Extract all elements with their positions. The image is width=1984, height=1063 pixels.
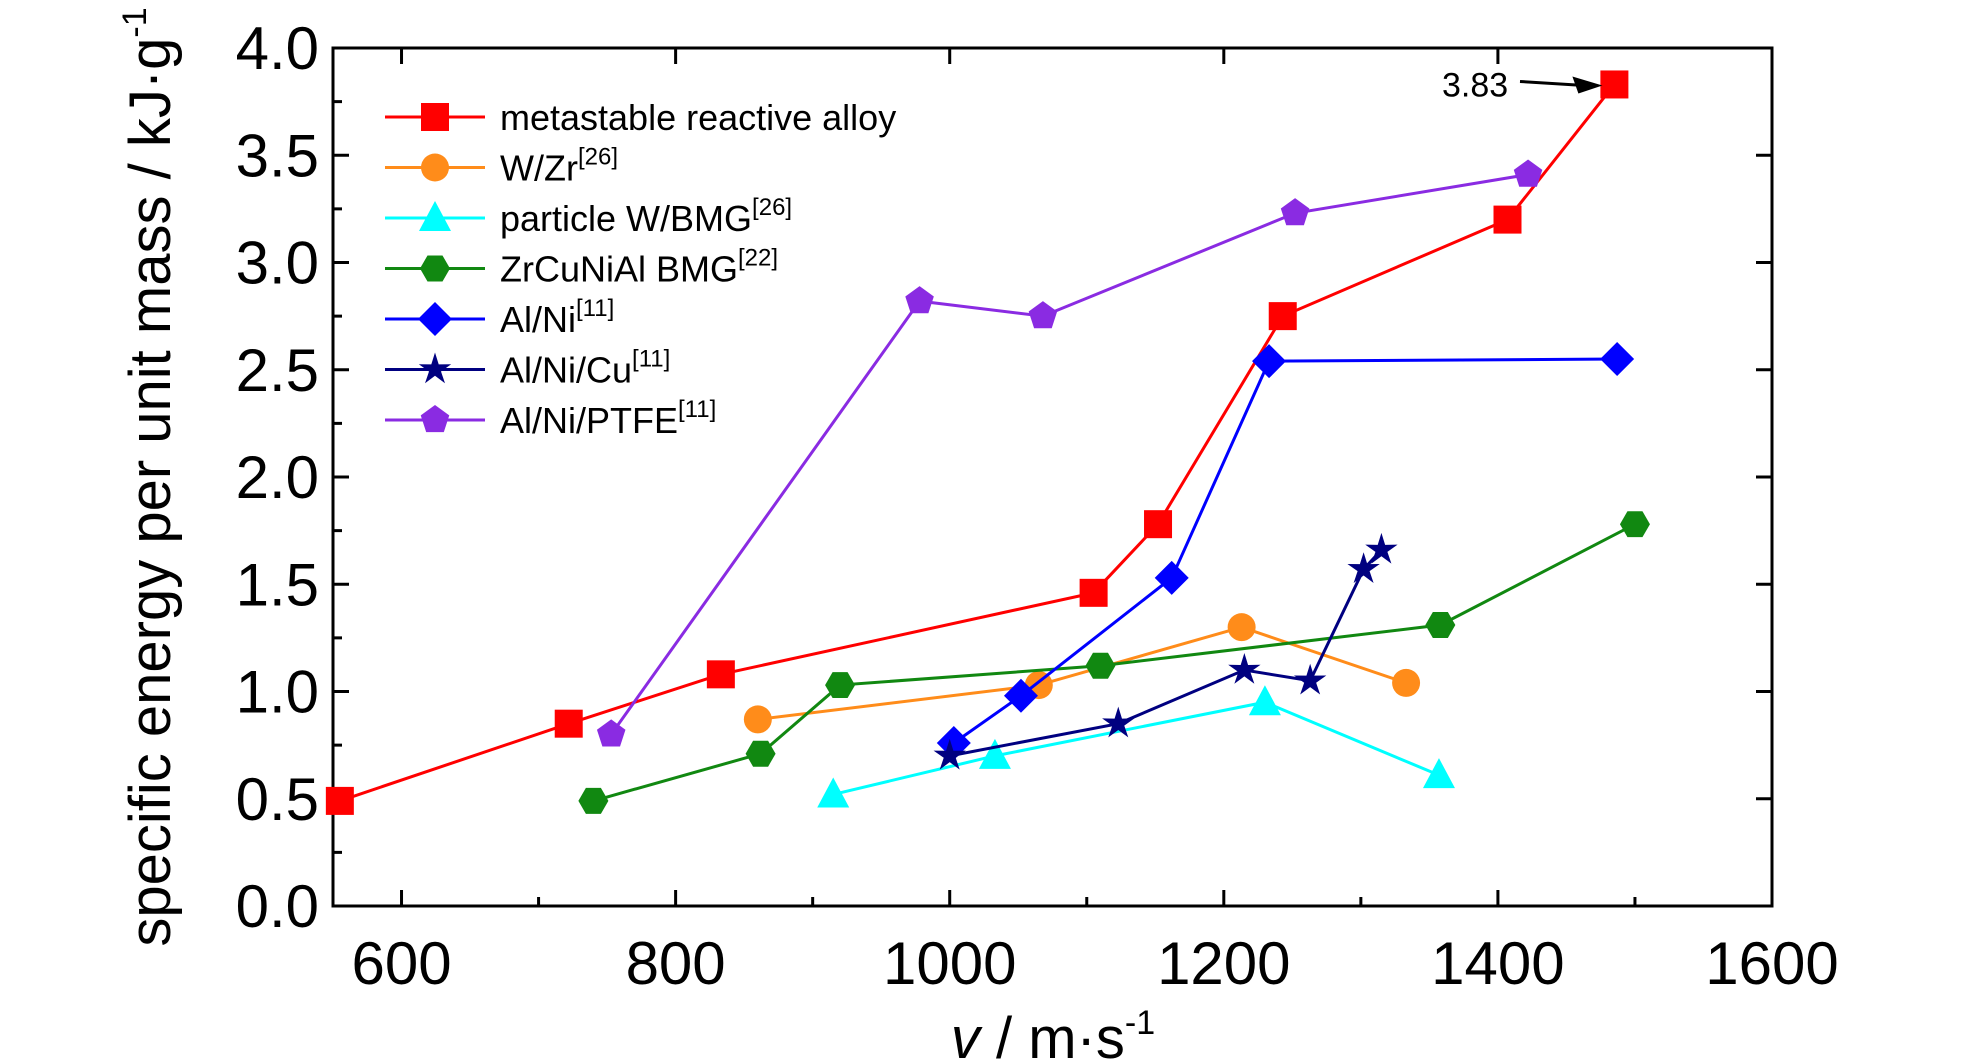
data-point (825, 672, 856, 699)
series-line (832, 700, 1440, 796)
axes: 600 800 1000 1200 1400 1600 0.0 0.5 1.0 1.5 2.0 2.5… (236, 15, 1839, 997)
legend-marker (421, 153, 449, 182)
x-tick-label: 1200 (1157, 930, 1290, 997)
x-tick-label: 1000 (883, 930, 1016, 997)
annotation-arrowhead (1572, 76, 1603, 94)
y-tick-label: 3.0 (236, 230, 319, 297)
legend-label: metastable reactive alloy (500, 97, 896, 138)
series-particle-w-bmg (817, 685, 1455, 808)
series-line (339, 83, 1616, 803)
y-tick-label: 2.5 (236, 337, 319, 404)
data-point (1085, 652, 1116, 679)
data-point (1513, 159, 1543, 187)
data-point (578, 787, 609, 814)
data-point (325, 786, 354, 815)
legend-label: Al/Ni/Cu[11] (500, 346, 670, 391)
data-point (1619, 511, 1650, 538)
legend-item: Al/Ni[11] (385, 295, 614, 340)
series-line (592, 522, 1636, 803)
data-point (905, 286, 934, 314)
series-al-ni-ptfe (596, 159, 1543, 747)
x-tick-label: 1600 (1705, 930, 1838, 997)
data-point (1228, 653, 1261, 684)
legend-item: particle W/BMG[26] (385, 194, 792, 239)
data-point (1280, 198, 1310, 226)
data-point (933, 738, 966, 770)
legend-marker (418, 352, 452, 384)
annotation-label: 3.83 (1442, 66, 1508, 104)
data-point (817, 777, 850, 808)
data-point (745, 740, 776, 767)
legend-marker (419, 201, 451, 231)
y-tick-label: 1.0 (236, 659, 319, 726)
data-point (1293, 663, 1327, 695)
legend-label: ZrCuNiAl BMG[22] (500, 245, 778, 290)
data-point (1102, 706, 1135, 738)
legend-item: Al/Ni/Cu[11] (385, 346, 670, 391)
series-metastable-reactive-alloy (325, 70, 1629, 815)
legend-label: Al/Ni[11] (500, 295, 614, 340)
data-point (1144, 510, 1173, 539)
x-tick-label: 1400 (1431, 930, 1564, 997)
y-tick-label: 2.0 (236, 444, 319, 511)
legend-item: W/Zr[26] (385, 144, 618, 189)
data-point (1003, 678, 1038, 713)
y-axis-label: specific energy per unit mass / kJ·g-1 (116, 7, 183, 946)
series-zrcunial-bmg (578, 511, 1650, 814)
data-point (743, 705, 772, 734)
legend-item: Al/Ni/PTFE[11] (385, 396, 716, 441)
legend-marker (418, 302, 452, 336)
y-tick-label: 0.0 (236, 873, 319, 940)
data-point (1154, 560, 1189, 595)
data-point (1347, 552, 1380, 583)
legend-item: ZrCuNiAl BMG[22] (385, 245, 778, 290)
data-point (1493, 205, 1522, 234)
data-point (706, 660, 735, 689)
series-layer (325, 70, 1650, 815)
series-al-ni-cu (933, 532, 1398, 770)
legend-label: Al/Ni/PTFE[11] (500, 396, 716, 441)
legend-marker (421, 103, 449, 131)
data-point (1079, 578, 1108, 607)
y-tick-label: 4.0 (236, 15, 319, 82)
x-tick-label: 600 (351, 930, 451, 997)
data-point (978, 738, 1011, 769)
data-point (1600, 70, 1629, 99)
y-tick-label: 0.5 (236, 766, 319, 833)
x-axis-label: v / m·s-1 (951, 1004, 1155, 1063)
data-point (596, 719, 626, 747)
legend-item: metastable reactive alloy (385, 97, 896, 138)
axis-labels: v / m·s-1 specific energy per unit mass /… (116, 7, 1155, 1063)
data-point (1425, 612, 1456, 638)
data-point (1600, 342, 1635, 377)
y-tick-label: 1.5 (236, 551, 319, 618)
data-point (1227, 613, 1256, 642)
data-point (1248, 685, 1281, 716)
data-point (1365, 532, 1398, 564)
data-point (1268, 302, 1297, 331)
legend: metastable reactive alloy W/Zr[26] particl… (385, 97, 896, 441)
x-tick-label: 800 (626, 930, 726, 997)
series-line (952, 357, 1618, 745)
legend-marker (420, 255, 450, 282)
legend-label: W/Zr[26] (500, 144, 618, 189)
y-tick-label: 3.5 (236, 122, 319, 189)
legend-marker (420, 405, 450, 433)
annotation-arrow-line (1519, 79, 1585, 87)
data-point (1028, 301, 1058, 329)
data-point (1422, 758, 1455, 789)
data-point (1252, 344, 1287, 379)
annotation: 3.83 (1442, 66, 1603, 104)
data-point (1392, 668, 1421, 697)
data-point (554, 709, 583, 738)
legend-label: particle W/BMG[26] (500, 194, 792, 239)
